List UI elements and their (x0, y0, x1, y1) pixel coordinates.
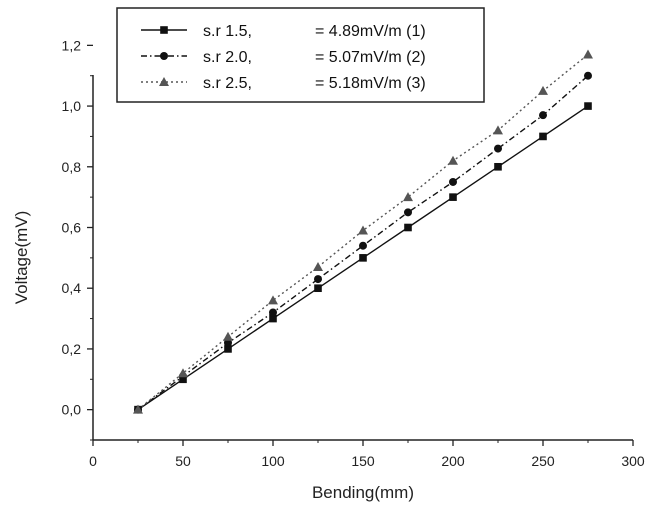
data-point (314, 275, 322, 284)
data-point (269, 308, 277, 317)
data-point (449, 177, 457, 186)
data-point (268, 295, 278, 305)
data-point (224, 345, 232, 353)
data-point (539, 132, 547, 141)
data-point (584, 71, 592, 80)
x-tick-label: 250 (531, 453, 555, 469)
legend-marker (160, 26, 168, 34)
data-point (404, 223, 412, 232)
legend-marker (159, 77, 169, 86)
data-point (494, 144, 502, 153)
data-point (359, 241, 367, 250)
data-point (314, 284, 322, 293)
data-point (448, 155, 458, 165)
legend: s.r 1.5, = 4.89mV/m (1) s.r 2.0, = 5.07mV/m… (116, 7, 485, 103)
legend-value: = 5.07mV/m (2) (315, 49, 426, 66)
series-2 (134, 71, 592, 414)
y-tick-label: 1,0 (62, 98, 82, 114)
x-tick-label: 100 (261, 453, 285, 469)
x-axis-title: Bending(mm) (312, 483, 414, 502)
data-point (269, 314, 277, 323)
data-point (494, 162, 502, 171)
data-point (178, 368, 188, 378)
data-point (358, 225, 368, 235)
legend-marker (160, 52, 168, 60)
y-ticks: 0,0 0,2 0,4 0,6 0,8 1,0 1,2 (62, 37, 93, 441)
y-tick-label: 0,4 (62, 280, 82, 296)
data-point (539, 111, 547, 120)
legend-entry: s.r 2.5, = 5.18mV/m (3) (141, 75, 426, 92)
series-1 (134, 102, 592, 414)
legend-entry: s.r 2.0, = 5.07mV/m (2) (141, 49, 426, 66)
data-point (224, 338, 232, 347)
legend-entry: s.r 1.5, = 4.89mV/m (1) (141, 23, 426, 40)
data-point (583, 49, 593, 59)
y-tick-label: 0,8 (62, 159, 82, 175)
y-tick-label: 0,0 (62, 402, 82, 418)
data-point (403, 192, 413, 202)
legend-label: s.r 2.5, (203, 75, 252, 92)
x-tick-label: 150 (351, 453, 375, 469)
series-layer (133, 49, 593, 414)
y-tick-label: 0,6 (62, 220, 82, 236)
series-line (137, 53, 589, 411)
legend-box (116, 7, 485, 103)
series-line (137, 75, 589, 411)
x-ticks: 0 50 100 150 200 250 300 (89, 440, 645, 469)
y-tick-label: 1,2 (62, 37, 82, 53)
data-point (449, 193, 457, 201)
data-point (584, 102, 592, 110)
y-tick-label: 0,2 (62, 341, 82, 357)
legend-value: = 4.89mV/m (1) (315, 23, 426, 40)
legend-label: s.r 1.5, (203, 23, 252, 40)
data-point (493, 125, 503, 135)
data-point (133, 404, 143, 414)
series-3 (133, 49, 593, 414)
data-point (359, 254, 367, 262)
data-point (538, 85, 548, 95)
data-point (404, 208, 412, 217)
legend-label: s.r 2.0, (203, 49, 252, 66)
x-tick-label: 50 (175, 453, 191, 469)
x-tick-label: 300 (621, 453, 645, 469)
x-tick-label: 0 (89, 453, 97, 469)
x-tick-label: 200 (441, 453, 465, 469)
data-point (223, 331, 233, 341)
legend-value: = 5.18mV/m (3) (315, 75, 426, 92)
data-point (313, 261, 323, 271)
y-axis-title: Voltage(mV) (12, 211, 31, 305)
